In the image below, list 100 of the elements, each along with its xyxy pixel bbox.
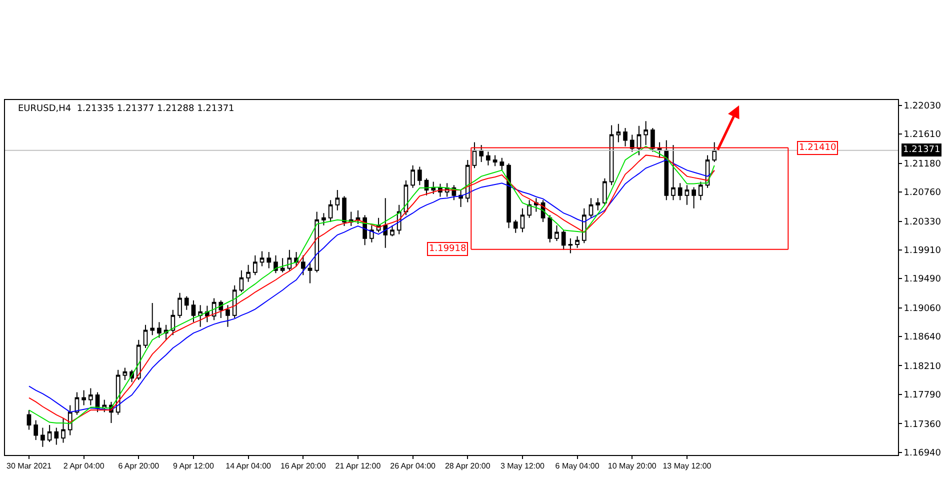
- candlestick: [472, 142, 477, 169]
- candlestick: [170, 309, 176, 336]
- candlestick: [520, 208, 525, 233]
- candlestick: [678, 182, 682, 201]
- candlestick: [513, 219, 518, 234]
- candlestick: [506, 162, 511, 229]
- candlestick: [122, 367, 128, 381]
- candlestick: [534, 198, 538, 212]
- candlestick: [280, 258, 285, 273]
- ref-line-label: 1.21410: [799, 143, 836, 153]
- candlestick: [527, 200, 532, 218]
- candlestick: [40, 427, 45, 448]
- y-tick-label: 1.20330: [904, 217, 942, 228]
- x-tick-label: 10 May 20:00: [608, 462, 657, 471]
- candlestick: [157, 322, 162, 338]
- candlestick: [568, 238, 573, 254]
- candlestick: [486, 151, 490, 166]
- candlestick: [479, 144, 484, 163]
- candlestick: [218, 300, 224, 319]
- candlestick: [410, 164, 415, 188]
- candlestick: [246, 264, 250, 282]
- candlestick: [623, 127, 628, 147]
- candlestick: [370, 224, 374, 243]
- candlestick: [260, 250, 264, 267]
- ref-line-label: 1.21371: [903, 145, 940, 155]
- candlestick: [431, 181, 436, 195]
- candlestick: [596, 198, 600, 211]
- candlestick: [184, 296, 189, 310]
- y-tick-label: 1.22030: [904, 102, 942, 112]
- candlestick: [232, 284, 237, 319]
- y-tick-label: 1.18640: [904, 332, 942, 343]
- candlestick: [575, 236, 580, 248]
- candlestick: [602, 178, 607, 206]
- y-tick-label: 1.18210: [904, 362, 942, 372]
- x-tick-label: 14 Apr 04:00: [226, 462, 272, 471]
- candlestick: [650, 127, 655, 152]
- candlestick: [548, 214, 552, 243]
- candlestick: [252, 254, 258, 276]
- y-tick-label: 1.17360: [904, 420, 942, 430]
- candlestick: [198, 304, 203, 328]
- y-tick-label: 1.19490: [904, 274, 942, 285]
- ref-line-label: 1.19918: [429, 244, 466, 254]
- candlestick: [465, 159, 470, 203]
- candlestick: [314, 211, 320, 273]
- candlestick: [205, 305, 210, 323]
- candlestick: [342, 196, 346, 227]
- candlestick: [684, 184, 690, 206]
- candlestick: [34, 420, 38, 441]
- x-tick-label: 13 May 12:00: [662, 462, 712, 471]
- candlestick: [692, 186, 696, 209]
- x-tick-label: 3 May 12:00: [500, 462, 546, 471]
- candlestick: [698, 181, 703, 201]
- candlestick: [554, 224, 559, 242]
- x-tick-label: 2 Apr 04:00: [63, 462, 105, 471]
- candlestick: [636, 125, 642, 156]
- candlestick: [383, 198, 388, 248]
- candlestick: [664, 140, 669, 201]
- y-tick-label: 1.19910: [904, 246, 942, 256]
- candlestick: [300, 254, 306, 276]
- candlestick: [616, 123, 621, 143]
- candlestick: [266, 251, 272, 269]
- candlestick: [54, 427, 59, 446]
- x-tick-label: 6 May 04:00: [555, 462, 600, 471]
- candlestick: [191, 300, 196, 323]
- candlestick: [287, 249, 292, 271]
- candlestick: [322, 212, 326, 226]
- candlestick: [609, 124, 614, 186]
- x-tick-label: 16 Apr 20:00: [280, 462, 326, 471]
- x-tick-label: 9 Apr 12:00: [173, 462, 214, 471]
- candlestick: [335, 189, 340, 211]
- candlestick: [588, 198, 594, 218]
- candlestick: [630, 134, 634, 152]
- candlestick: [274, 254, 278, 274]
- candlestick: [226, 304, 230, 328]
- candlestick: [500, 157, 504, 171]
- x-tick-label: 28 Apr 20:00: [444, 462, 491, 471]
- candlestick: [61, 418, 66, 444]
- candlestick: [492, 154, 498, 167]
- x-tick-label: 30 Mar 2021: [6, 462, 52, 471]
- candlestick: [82, 390, 86, 406]
- y-tick-label: 1.20760: [904, 188, 942, 198]
- candlestick: [671, 144, 676, 201]
- x-tick-label: 21 Apr 12:00: [335, 462, 382, 471]
- candlestick: [88, 388, 93, 406]
- candlestick: [356, 210, 360, 225]
- candlestick: [308, 262, 312, 284]
- x-tick-label: 6 Apr 20:00: [118, 462, 160, 471]
- y-tick-label: 1.17790: [904, 390, 942, 401]
- candlestick: [26, 410, 32, 430]
- y-tick-label: 1.19060: [904, 304, 942, 314]
- x-tick-label: 26 Apr 04:00: [390, 462, 436, 471]
- candlestick: [390, 224, 394, 237]
- candlestick: [47, 424, 52, 443]
- candlestick: [178, 292, 182, 319]
- candlestick: [644, 120, 648, 146]
- candlestick: [328, 200, 333, 222]
- candlestick: [239, 270, 244, 293]
- candlestick: [561, 230, 566, 250]
- chart-title: EURUSD,H4 1.21335 1.21377 1.21288 1.21371: [18, 104, 234, 114]
- y-tick-label: 1.16940: [904, 448, 942, 458]
